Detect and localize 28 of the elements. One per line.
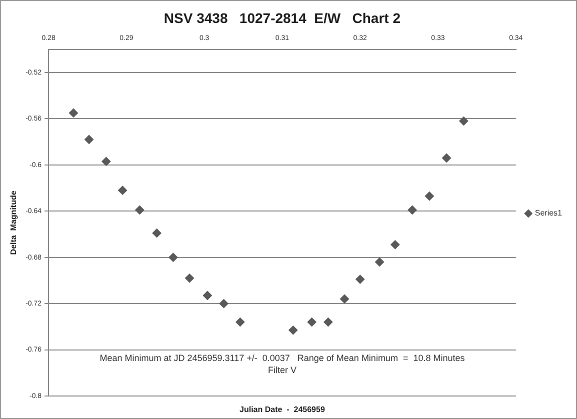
x-axis-title: Julian Date - 2456959	[240, 405, 326, 414]
point	[424, 192, 434, 201]
point	[459, 116, 468, 126]
point	[219, 299, 228, 308]
point	[236, 318, 245, 327]
point	[118, 186, 128, 195]
annotation: Filter V	[268, 365, 296, 375]
annotation: Mean Minimum at JD 2456959.3117 +/- 0.0037 Range of Mean Minimum = 10.8 Minutes	[100, 353, 466, 363]
point	[390, 240, 400, 250]
point	[408, 205, 417, 214]
point	[340, 294, 350, 304]
point	[102, 156, 111, 166]
point	[307, 318, 316, 327]
point	[442, 154, 452, 162]
point	[135, 205, 144, 214]
legend-label: Series1	[534, 208, 563, 218]
point	[324, 318, 333, 327]
point	[202, 290, 212, 300]
point	[356, 274, 365, 284]
point	[288, 326, 298, 335]
y-axis-title: Delta Magnitude	[9, 190, 18, 255]
point	[68, 108, 78, 118]
point	[375, 257, 384, 266]
point	[84, 135, 94, 144]
chart-title: NSV 3438 1027-2814 E/W Chart 2	[164, 10, 401, 26]
point	[152, 228, 162, 238]
point	[168, 252, 178, 262]
point	[185, 274, 194, 283]
